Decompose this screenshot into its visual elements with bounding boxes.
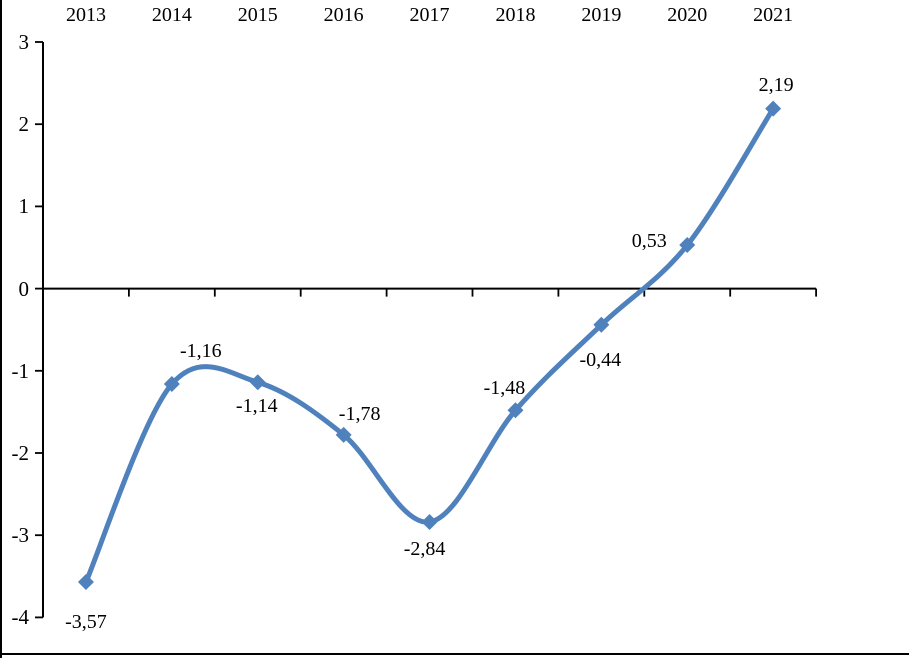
x-axis-tick-label: 2018 xyxy=(495,4,536,26)
y-axis-tick-label: 3 xyxy=(18,30,30,54)
y-axis-tick-label: -2 xyxy=(11,441,30,465)
y-axis-tick-label: 0 xyxy=(18,276,30,301)
data-point-marker xyxy=(593,316,610,333)
data-point-marker xyxy=(335,426,352,443)
y-axis-tick-label: 1 xyxy=(18,194,30,219)
data-point-label: -1,14 xyxy=(235,395,278,418)
x-axis-tick-label: 2013 xyxy=(65,4,106,26)
x-axis-tick-label: 2014 xyxy=(151,4,192,26)
chart-left-border xyxy=(0,0,2,658)
y-axis-tick-label: -4 xyxy=(11,605,30,630)
x-axis-tick-label: 2020 xyxy=(667,4,708,26)
data-point-marker xyxy=(679,237,696,254)
x-axis-tick-label: 2019 xyxy=(581,4,622,26)
data-point-label: -1,78 xyxy=(338,402,381,425)
data-point-marker xyxy=(765,100,782,117)
y-axis-tick-label: 2 xyxy=(18,112,30,137)
data-point-label: 2,19 xyxy=(758,73,794,96)
x-axis-tick-label: 2017 xyxy=(409,4,450,26)
chart-bottom-border xyxy=(0,653,909,655)
data-point-label: -3,57 xyxy=(65,611,107,634)
data-point-marker xyxy=(77,574,94,591)
data-point-label: -1,16 xyxy=(180,339,222,362)
data-point-label: 0,53 xyxy=(631,230,667,253)
data-point-label: -1,48 xyxy=(483,377,526,400)
data-point-label: -0,44 xyxy=(579,348,622,371)
data-point-label: -2,84 xyxy=(403,538,446,561)
y-axis-tick-label: -1 xyxy=(11,358,30,383)
y-axis-tick-label: -3 xyxy=(11,523,30,548)
x-axis-tick-label: 2021 xyxy=(753,4,794,26)
data-point-marker xyxy=(249,374,266,391)
data-point-marker xyxy=(421,514,438,531)
data-point-marker xyxy=(163,375,180,392)
x-axis-tick-label: 2016 xyxy=(323,4,364,26)
data-point-marker xyxy=(507,402,524,419)
x-axis-tick-label: 2015 xyxy=(237,4,278,26)
